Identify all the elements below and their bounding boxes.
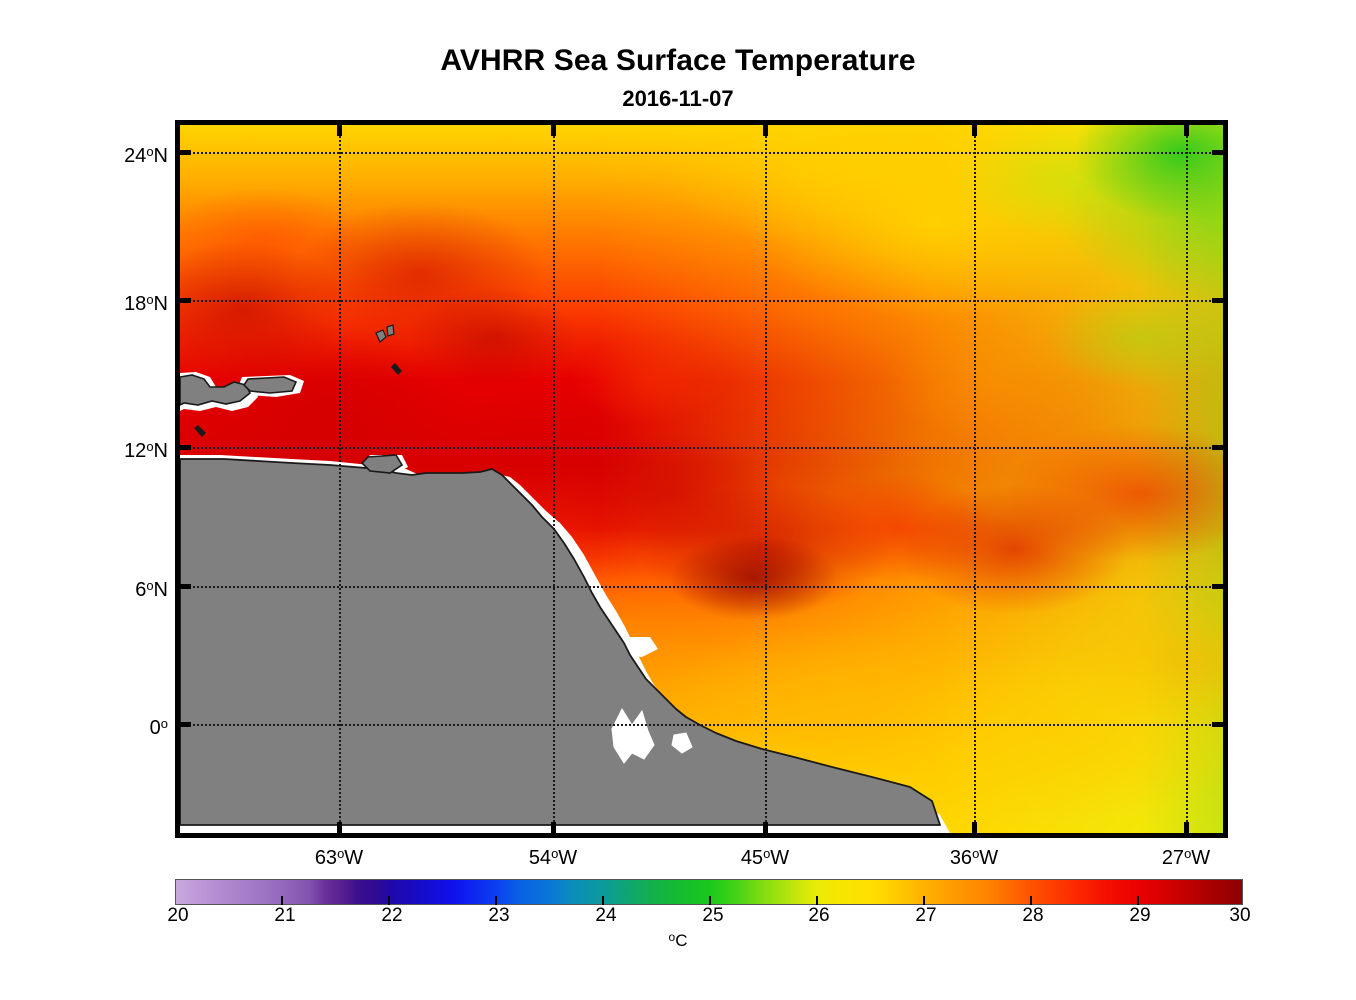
colorbar-tick bbox=[495, 896, 497, 905]
colorbar-tick-label: 21 bbox=[274, 905, 296, 926]
colorbar-tick-label: 30 bbox=[1229, 905, 1251, 926]
coastline-layer bbox=[180, 324, 950, 833]
colorbar-tick bbox=[923, 896, 925, 905]
tick-lat-6N-left bbox=[180, 584, 191, 589]
land-lesser-antilles-3 bbox=[391, 363, 402, 375]
land-south-america bbox=[180, 458, 941, 826]
tick-lon-36W-bottom bbox=[972, 822, 977, 833]
gridline-lon-54W bbox=[553, 125, 555, 833]
colorbar-tick bbox=[709, 896, 711, 905]
colorbar-tick bbox=[1030, 896, 1032, 905]
land-lesser-antilles-4 bbox=[194, 425, 206, 437]
y-tick-label: 12oN bbox=[124, 439, 168, 462]
colorbar-tick-label: 26 bbox=[808, 905, 830, 926]
colorbar-tick-label: 29 bbox=[1129, 905, 1151, 926]
sst-map-panel bbox=[175, 120, 1228, 838]
tick-lat-24N-left bbox=[180, 150, 191, 155]
tick-lat-0-right bbox=[1212, 722, 1223, 727]
tick-lon-45W-bottom bbox=[763, 822, 768, 833]
tick-lon-36W-top bbox=[972, 125, 977, 136]
title-block: AVHRR Sea Surface Temperature 2016-11-07 bbox=[0, 44, 1356, 112]
colorbar-tick-label: 23 bbox=[488, 905, 510, 926]
x-tick-label: 27oW bbox=[1161, 846, 1211, 869]
tick-lon-27W-top bbox=[1184, 125, 1189, 136]
land-puerto-rico bbox=[242, 376, 298, 394]
colorbar-tick-label: 25 bbox=[702, 905, 724, 926]
x-tick-label: 54oW bbox=[528, 846, 578, 869]
tick-lat-18N-right bbox=[1212, 298, 1223, 303]
gridline-lon-36W bbox=[974, 125, 976, 833]
figure-date-subtitle: 2016-11-07 bbox=[622, 86, 734, 111]
tick-lat-6N-right bbox=[1212, 584, 1223, 589]
land-lesser-antilles-1 bbox=[375, 329, 387, 343]
colorbar-unit-label: oC bbox=[0, 930, 1356, 951]
colorbar-tick bbox=[281, 896, 283, 905]
gridline-lat-24N bbox=[180, 152, 1223, 154]
page-title: AVHRR Sea Surface Temperature bbox=[440, 44, 916, 77]
gridline-lat-12N bbox=[180, 447, 1223, 449]
tick-lat-18N-left bbox=[180, 298, 191, 303]
colorbar-tick-label: 22 bbox=[381, 905, 403, 926]
x-tick-label: 63oW bbox=[314, 846, 364, 869]
x-tick-label: 36oW bbox=[949, 846, 999, 869]
y-tick-label: 24oN bbox=[124, 144, 168, 167]
tick-lat-24N-right bbox=[1212, 150, 1223, 155]
tick-lat-0-left bbox=[180, 722, 191, 727]
tick-lat-12N-left bbox=[180, 445, 191, 450]
tick-lon-63W-top bbox=[337, 125, 342, 136]
gridline-lat-18N bbox=[180, 300, 1223, 302]
tick-lat-12N-right bbox=[1212, 445, 1223, 450]
gridline-lon-63W bbox=[339, 125, 341, 833]
y-tick-label: 18oN bbox=[124, 292, 168, 315]
colorbar-tick-label: 27 bbox=[915, 905, 937, 926]
tick-lon-54W-top bbox=[551, 125, 556, 136]
colorbar bbox=[175, 879, 1243, 905]
gridline-lon-27W bbox=[1186, 125, 1188, 833]
y-tick-label: 6oN bbox=[135, 578, 168, 601]
celsius-letter: C bbox=[675, 931, 688, 950]
sst-map-canvas bbox=[180, 125, 1223, 833]
tick-lon-45W-top bbox=[763, 125, 768, 136]
colorbar-tick-label: 20 bbox=[167, 905, 189, 926]
land-venezuela-notch bbox=[360, 454, 404, 474]
gridline-lat-6N bbox=[180, 586, 1223, 588]
y-tick-label: 0o bbox=[149, 716, 168, 739]
colorbar-tick bbox=[1137, 896, 1139, 905]
degree-symbol: o bbox=[668, 930, 676, 944]
colorbar-tick-label: 24 bbox=[595, 905, 617, 926]
amazon-inlet-channel bbox=[671, 732, 693, 754]
tick-lon-27W-bottom bbox=[1184, 822, 1189, 833]
colorbar-tick bbox=[388, 896, 390, 905]
amazon-mouth-inlet bbox=[611, 707, 655, 764]
tick-lon-63W-bottom bbox=[337, 822, 342, 833]
x-tick-label: 45oW bbox=[740, 846, 790, 869]
colorbar-tick-label: 28 bbox=[1022, 905, 1044, 926]
colorbar-tick bbox=[602, 896, 604, 905]
gridline-lon-45W bbox=[765, 125, 767, 833]
colorbar-tick bbox=[816, 896, 818, 905]
tick-lon-54W-bottom bbox=[551, 822, 556, 833]
land-lesser-antilles-2 bbox=[386, 324, 395, 337]
land-hispaniola bbox=[180, 374, 252, 406]
gridline-lat-0 bbox=[180, 724, 1223, 726]
